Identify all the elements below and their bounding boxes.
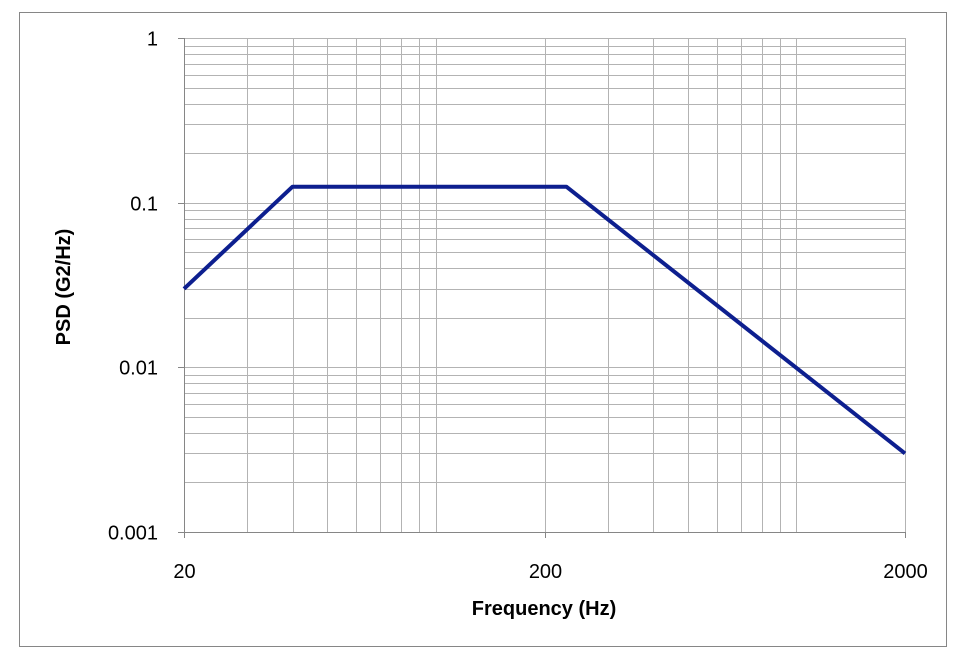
x-axis-title: Frequency (Hz) <box>472 598 616 620</box>
x-tick-label: 2000 <box>883 561 928 583</box>
axes <box>178 38 906 538</box>
psd-series-line <box>182 184 907 456</box>
y-axis-title: PSD (G2/Hz) <box>53 229 75 346</box>
chart-frame <box>19 12 947 647</box>
x-tick-label: 20 <box>173 561 195 583</box>
series-layer <box>182 184 907 456</box>
tick-labels: 0.001 0.01 0.1 1 20 200 2000 <box>108 29 928 584</box>
y-tick-label: 0.001 <box>108 523 158 545</box>
y-tick-label: 0.1 <box>130 194 158 216</box>
y-tick-label: 0.01 <box>119 358 158 380</box>
x-tick-label: 200 <box>529 561 562 583</box>
y-tick-label: 1 <box>147 29 158 51</box>
